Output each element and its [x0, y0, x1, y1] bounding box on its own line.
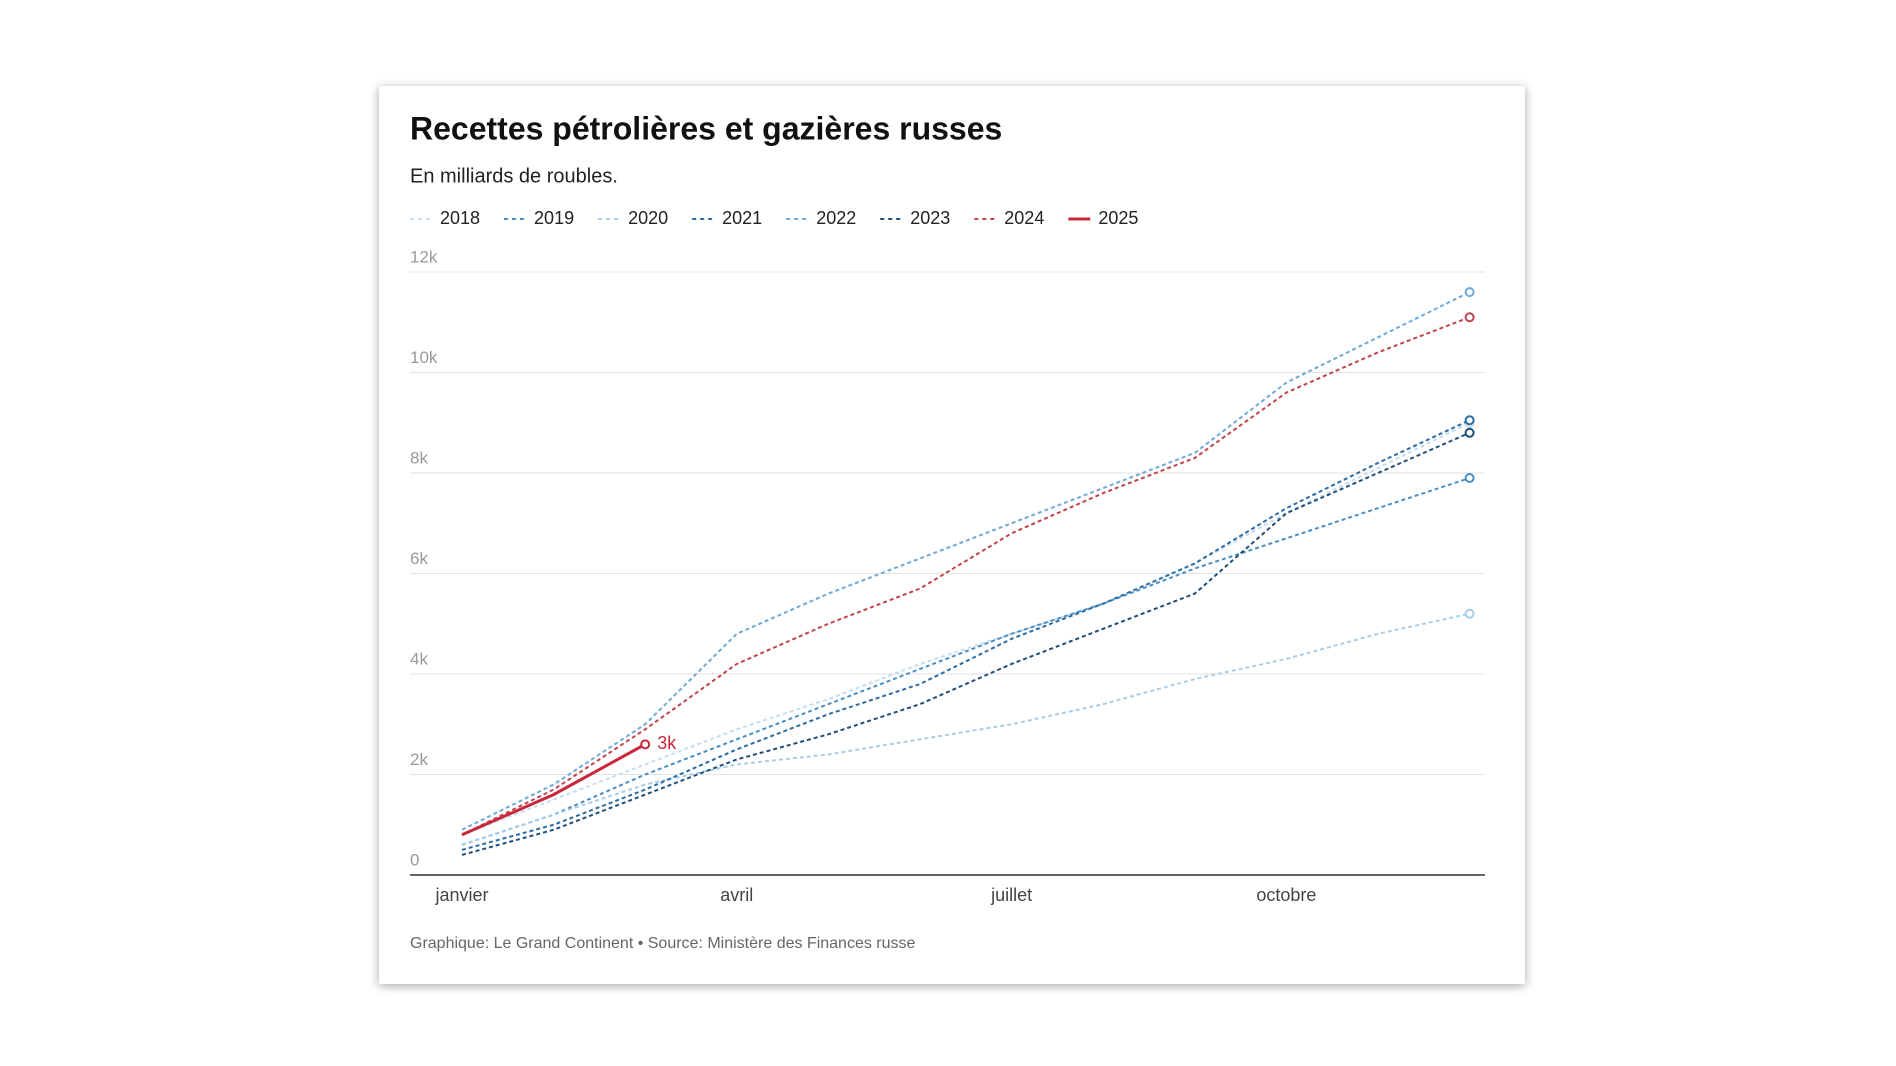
y-tick-label: 0	[410, 850, 419, 869]
legend-label: 2022	[816, 208, 856, 228]
x-tick-label: octobre	[1256, 885, 1316, 905]
legend-label: 2021	[722, 208, 762, 228]
legend-label: 2019	[534, 208, 574, 228]
end-point	[640, 739, 651, 750]
end-point	[1464, 608, 1475, 619]
x-tick-label: avril	[720, 885, 753, 905]
line	[461, 612, 1470, 846]
line	[461, 477, 1470, 846]
y-tick-label: 6k	[410, 549, 428, 568]
data-label: 3k	[657, 733, 677, 753]
end-point	[1464, 427, 1475, 438]
y-tick-label: 12k	[410, 247, 438, 266]
card	[379, 86, 1525, 984]
y-tick-label: 2k	[410, 750, 428, 769]
legend-label: 2024	[1004, 208, 1044, 228]
end-point	[1464, 312, 1475, 323]
x-tick-label: janvier	[434, 885, 488, 905]
end-point	[1464, 415, 1475, 426]
y-tick-label: 10k	[410, 348, 438, 367]
end-point	[1464, 287, 1475, 298]
line	[461, 419, 1471, 851]
legend-label: 2018	[440, 208, 480, 228]
end-point	[1464, 473, 1475, 484]
legend-label: 2025	[1098, 208, 1138, 228]
line	[461, 743, 646, 837]
line	[461, 431, 1471, 856]
y-tick-label: 4k	[410, 649, 428, 668]
legend-label: 2020	[628, 208, 668, 228]
line	[461, 316, 1470, 836]
chart-title: Recettes pétrolières et gazières russes	[410, 110, 1002, 146]
chart-subtitle: En milliards de roubles.	[410, 165, 618, 187]
x-tick-label: juillet	[990, 885, 1032, 905]
chart-footer: Graphique: Le Grand Continent • Source: …	[410, 935, 916, 952]
legend-label: 2023	[910, 208, 950, 228]
y-tick-label: 8k	[410, 448, 428, 467]
